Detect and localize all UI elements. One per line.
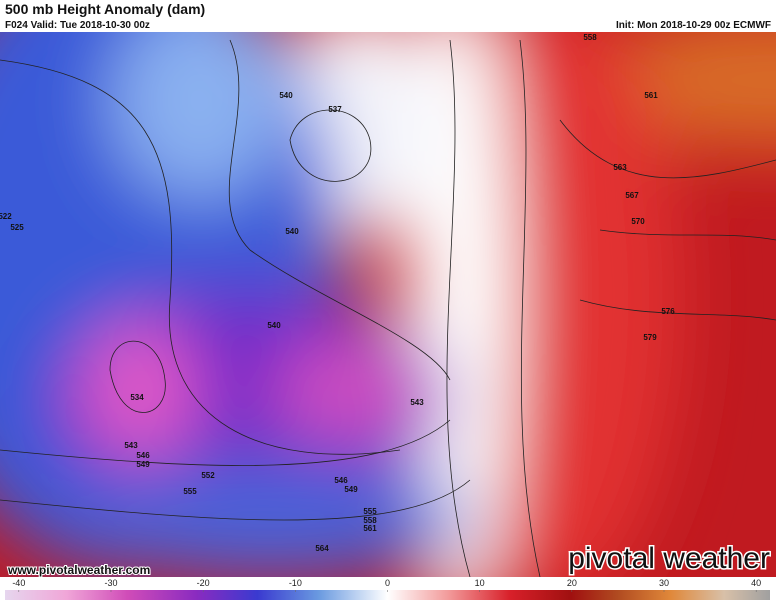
contour-label: 570 [631,217,645,226]
valid-time: F024 Valid: Tue 2018-10-30 00z [5,20,150,31]
contour-label: 555 [183,487,197,496]
colorbar-tick-label: 40 [751,578,761,588]
init-time: Init: Mon 2018-10-29 00z ECMWF [616,20,771,31]
contour-label: 549 [136,460,150,469]
logo: pivotal weather [568,542,770,575]
contour-label: 563 [613,163,627,172]
contour-label: 534 [130,393,144,402]
contour-label: 546 [136,451,150,460]
colorbar-tick-label: 20 [567,578,577,588]
contour-label: 561 [644,91,658,100]
contour-label: 579 [643,333,657,342]
contour-label: 522 [0,212,12,221]
title: 500 mb Height Anomaly (dam) [5,1,205,17]
colorbar-tick-label: 0 [385,578,390,588]
contour-label: 540 [285,227,299,236]
contour-label: 567 [625,191,639,200]
colorbar-tick-label: -20 [197,578,210,588]
contour-label: 543 [410,398,424,407]
contour-label: 561 [363,524,377,533]
contour-label: 558 [583,33,597,42]
colorbar-tick-label: 30 [659,578,669,588]
contour-label: 558 [363,516,377,525]
contour-label: 546 [334,476,348,485]
contour-label: 555 [363,507,377,516]
colorbar-tick-label: -40 [12,578,25,588]
colorbar-tick-label: -30 [104,578,117,588]
colorbar-tick-label: -10 [289,578,302,588]
website: www.pivotalweather.com [7,563,150,577]
contour-label: 543 [124,441,138,450]
contour-label: 576 [661,307,675,316]
contour-label: 564 [315,544,329,553]
colorbar [5,590,770,600]
contour-label: 549 [344,485,358,494]
contour-label: 537 [328,105,342,114]
contour-label: 525 [10,223,24,232]
contour-label: 552 [201,471,215,480]
contour-label: 540 [279,91,293,100]
contour-label: 540 [267,321,281,330]
colorbar-tick-label: 10 [475,578,485,588]
